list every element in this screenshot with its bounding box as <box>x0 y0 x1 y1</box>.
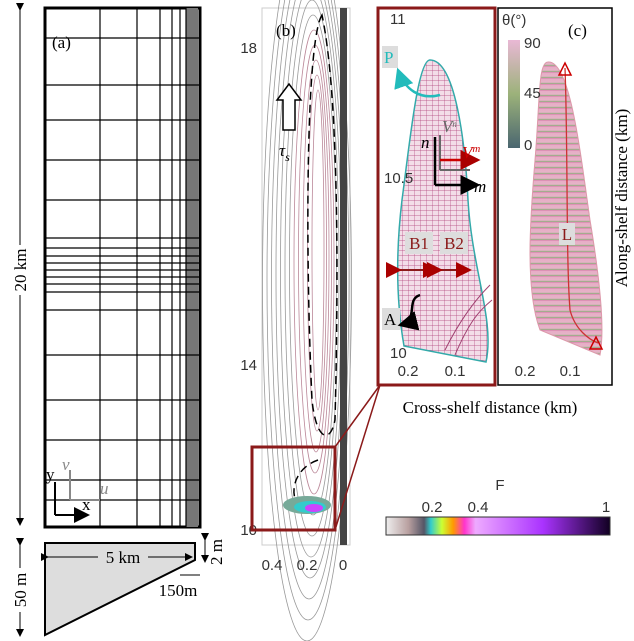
b1-label: B1 <box>409 234 429 253</box>
x-tick-label: 0.2 <box>398 363 419 380</box>
f-field <box>305 504 323 512</box>
contour <box>293 29 335 495</box>
y-tick-label: 10.5 <box>384 170 413 187</box>
x-tick-label: 0.2 <box>297 557 318 574</box>
label-bg <box>440 232 468 254</box>
colorbar-tick: 90 <box>524 35 541 52</box>
y-axis-title: Along-shelf distance (km) <box>612 109 631 287</box>
label-bg <box>382 46 398 68</box>
n-velocity: Vn <box>442 117 457 136</box>
label-bg <box>559 223 575 245</box>
width-label: 5 km <box>106 548 140 567</box>
model-grid <box>45 8 200 527</box>
x-tick-label: 0 <box>339 557 347 574</box>
point-arrow <box>394 67 441 98</box>
axis-y: y <box>46 465 55 484</box>
n-label: n <box>421 133 430 152</box>
contour <box>262 0 352 641</box>
l-label: L <box>562 225 572 244</box>
colorbar-tick: 1 <box>602 499 610 516</box>
panel-a: 20 km (a) y v x u 5 km 2 m 150m 50 m <box>8 3 226 637</box>
contour <box>266 0 350 621</box>
panel-b: τs (b) 18 14 10 0.4 0.2 0 <box>240 0 381 641</box>
a-label: A <box>384 310 397 329</box>
plot-area <box>497 7 613 386</box>
contour <box>311 89 325 411</box>
b2-label: B2 <box>444 234 464 253</box>
sup: m <box>472 143 480 155</box>
label-bg <box>382 308 400 330</box>
x-tick-label: 0.2 <box>515 363 536 380</box>
nm-axes <box>433 137 478 185</box>
zoom-lines <box>334 384 381 531</box>
zoom-box <box>250 445 337 532</box>
y-tick-label: 10 <box>390 345 407 362</box>
colorbar-tick: 0 <box>524 137 532 154</box>
wind-arrow <box>275 82 303 131</box>
label-bg <box>405 232 433 254</box>
l-line <box>564 67 599 344</box>
a-arrow <box>397 293 421 331</box>
depth-label: 50 m <box>11 573 30 607</box>
velocity-icon <box>69 470 100 501</box>
mesh <box>396 59 489 363</box>
m-label: m <box>474 177 486 196</box>
panel-c: L θ(°) 90 45 0 (c) 0.2 0.1 <box>497 7 613 386</box>
y-tick-label: 18 <box>240 40 257 57</box>
length-label: 20 km <box>11 249 30 292</box>
colorbar-tick: 0.4 <box>468 499 489 516</box>
cross-section <box>44 542 196 637</box>
point-label: P <box>384 48 393 67</box>
x-axis-title: Cross-shelf distance (km) <box>403 398 578 417</box>
colorbar-tick: 45 <box>524 85 541 102</box>
axes-icon <box>54 482 88 515</box>
x-tick-label: 0.4 <box>262 557 283 574</box>
wind-symbol: τ <box>279 141 286 160</box>
wind-label: τs <box>279 141 290 164</box>
label-bg <box>8 568 32 612</box>
axis-x: x <box>82 495 91 514</box>
n-vel-arrow <box>439 135 470 171</box>
colorbar <box>385 516 611 536</box>
triangle <box>588 335 604 350</box>
theta-colorbar <box>508 40 520 148</box>
sup: n <box>452 119 457 129</box>
x-tick-label: 0.1 <box>445 363 466 380</box>
colorbar-tick: 0.2 <box>422 499 443 516</box>
inset: 11 10.5 10 0.2 0.1 P n m Vn Vm B1 B2 A <box>376 6 495 387</box>
y-tick-label: 14 <box>240 357 257 374</box>
panel-label: (a) <box>52 33 71 52</box>
shelf-strip <box>340 8 347 545</box>
symbol: V <box>442 117 455 136</box>
contour <box>302 59 330 453</box>
shelf-strip <box>186 8 198 527</box>
triangle <box>557 61 573 76</box>
dashed-contour <box>307 13 338 436</box>
axis-u: u <box>100 479 109 498</box>
label-bg <box>98 548 148 566</box>
wind-subscript: s <box>285 150 290 164</box>
axis-v: v <box>62 455 70 474</box>
panel-label: (b) <box>276 21 296 40</box>
colorbar-title: θ(°) <box>502 12 526 29</box>
m-velocity: Vm <box>462 143 480 162</box>
colorbar-title: F <box>495 477 504 494</box>
f-colorbar: F 0.2 0.4 1 <box>385 477 611 536</box>
panel-label: (c) <box>568 21 587 40</box>
x-tick-label: 0.1 <box>560 363 581 380</box>
label-bg <box>8 245 32 295</box>
contour <box>284 0 340 537</box>
mesh-lines <box>444 284 493 356</box>
shelf-width-label: 150m <box>159 581 198 600</box>
domain-box <box>43 6 202 529</box>
symbol: V <box>462 143 475 162</box>
shelf-depth-label: 2 m <box>207 539 226 565</box>
y-tick-label: 11 <box>390 11 406 28</box>
mesh <box>529 61 603 356</box>
